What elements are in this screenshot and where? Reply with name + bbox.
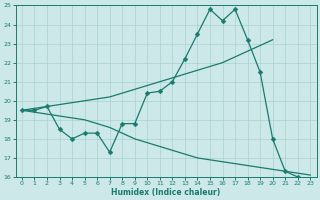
X-axis label: Humidex (Indice chaleur): Humidex (Indice chaleur) (111, 188, 221, 197)
